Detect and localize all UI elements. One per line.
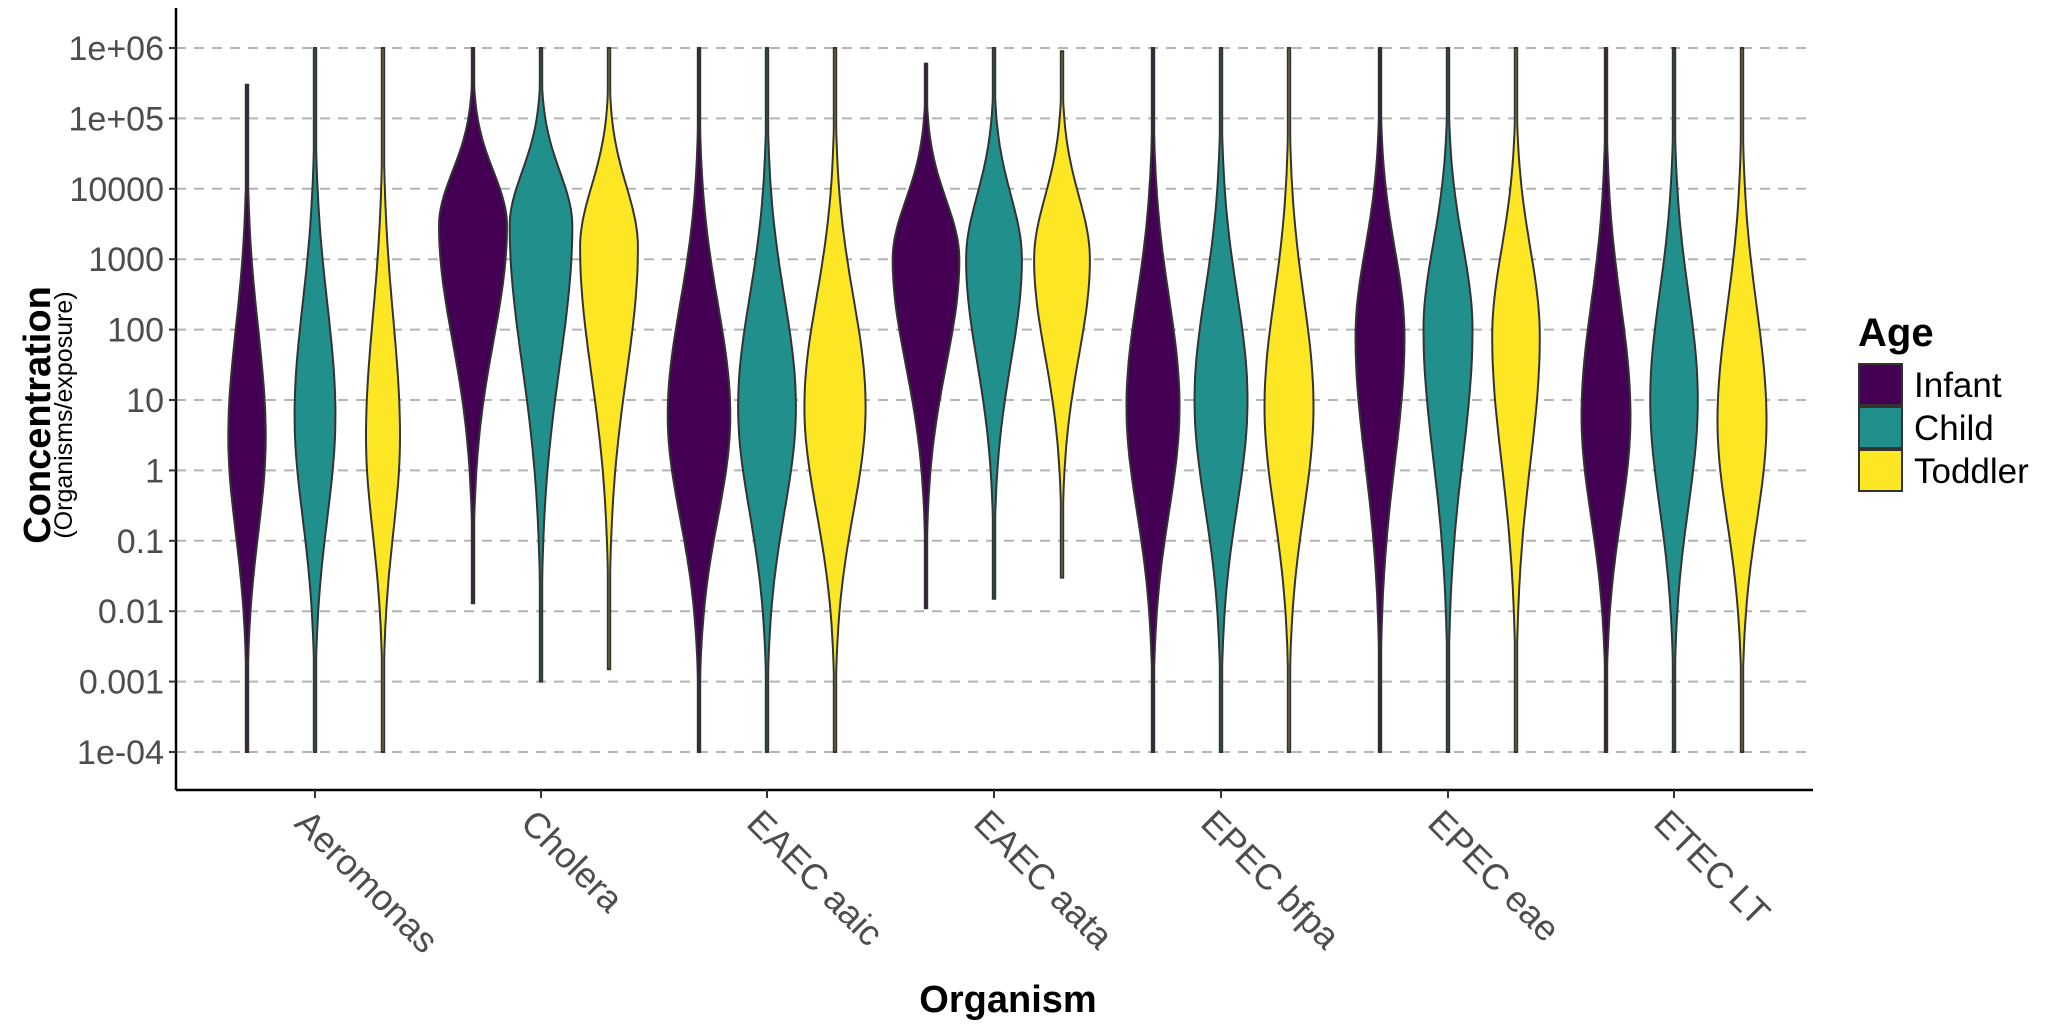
x-tick-label: EPEC bfpa bbox=[1193, 802, 1349, 958]
y-tick-label: 1e-04 bbox=[77, 734, 164, 772]
legend-swatch bbox=[1858, 363, 1903, 406]
legend-swatch bbox=[1858, 449, 1903, 492]
y-tick-label: 1e+05 bbox=[69, 100, 165, 138]
legend-label: Toddler bbox=[1914, 452, 2029, 491]
violin-infant-epec-eae bbox=[1354, 47, 1406, 753]
y-tick-label: 0.001 bbox=[79, 664, 164, 702]
violin-toddler-cholera bbox=[579, 47, 639, 671]
legend-swatch bbox=[1858, 406, 1903, 449]
y-axis-subtitle: (Organisms/exposure) bbox=[50, 291, 78, 538]
violin-child-eaec-aata bbox=[965, 47, 1023, 600]
x-tick-label: EPEC eae bbox=[1420, 802, 1568, 950]
y-axis-title-group: Concentration (Organisms/exposure) bbox=[17, 286, 78, 544]
y-axis-title: Concentration bbox=[17, 286, 59, 544]
legend-label: Infant bbox=[1914, 366, 2002, 405]
y-tick-label: 10 bbox=[126, 382, 164, 420]
violin-toddler-epec-eae bbox=[1491, 47, 1541, 753]
violin-child-epec-eae bbox=[1422, 47, 1474, 753]
y-tick-label: 1e+06 bbox=[69, 30, 165, 68]
violins bbox=[227, 47, 1768, 753]
violin-toddler-eaec-aata bbox=[1033, 50, 1091, 579]
violin-infant-cholera bbox=[437, 47, 509, 605]
violin-child-cholera bbox=[508, 47, 574, 683]
violin-child-eaec-aaic bbox=[737, 47, 797, 753]
violin-child-aeromonas bbox=[293, 47, 337, 753]
legend-title: Age bbox=[1858, 311, 1934, 355]
violin-toddler-epec-bfpa bbox=[1263, 47, 1315, 753]
y-tick-labels: 1e-04 0.001 0.01 0.1 1 10 100 1000 10000 1e+05 1e+… bbox=[69, 30, 176, 772]
x-axis-title: Organism bbox=[919, 979, 1096, 1021]
violin-toddler-eaec-aaic bbox=[803, 47, 867, 753]
violin-infant-aeromonas bbox=[227, 83, 267, 753]
x-tick-labels: Aeromonas Cholera EAEC aaic EAEC aata EPEC b… bbox=[287, 790, 1778, 961]
legend: Age Infant Child Toddler bbox=[1858, 311, 2029, 492]
x-tick-label: EAEC aaic bbox=[739, 802, 891, 954]
violin-infant-epec-bfpa bbox=[1125, 47, 1181, 753]
y-tick-label: 10000 bbox=[69, 171, 164, 209]
violin-toddler-etec-lt bbox=[1716, 47, 1768, 753]
violin-infant-eaec-aaic bbox=[666, 47, 732, 753]
legend-entries: Infant Child Toddler bbox=[1858, 363, 2029, 492]
legend-label: Child bbox=[1914, 409, 1994, 448]
x-tick-label: Aeromonas bbox=[287, 802, 446, 961]
y-tick-label: 0.1 bbox=[117, 523, 164, 561]
violin-infant-etec-lt bbox=[1580, 47, 1632, 753]
violin-infant-eaec-aata bbox=[891, 62, 961, 610]
y-tick-label: 1 bbox=[145, 452, 164, 490]
x-tick-label: ETEC LT bbox=[1646, 802, 1778, 934]
x-tick-label: Cholera bbox=[513, 802, 632, 921]
violin-child-etec-lt bbox=[1649, 47, 1699, 753]
y-tick-label: 1000 bbox=[88, 241, 164, 279]
y-tick-label: 100 bbox=[107, 312, 164, 350]
y-tick-label: 0.01 bbox=[98, 593, 164, 631]
violin-child-epec-bfpa bbox=[1193, 47, 1249, 753]
violin-toddler-aeromonas bbox=[365, 47, 401, 753]
x-tick-label: EAEC aata bbox=[966, 802, 1122, 958]
